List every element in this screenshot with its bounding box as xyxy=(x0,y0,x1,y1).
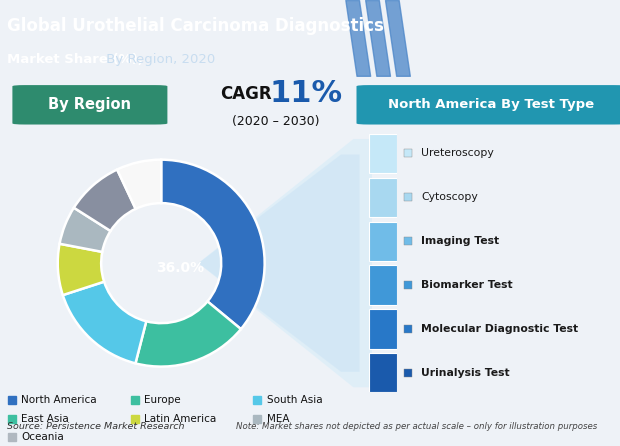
Text: Molecular Diagnostic Test: Molecular Diagnostic Test xyxy=(422,324,578,334)
FancyBboxPatch shape xyxy=(356,85,620,124)
Text: Urinalysis Test: Urinalysis Test xyxy=(422,368,510,378)
Polygon shape xyxy=(198,139,372,387)
Text: MEA: MEA xyxy=(267,414,289,424)
Text: By Region, 2020: By Region, 2020 xyxy=(102,53,216,66)
Text: 11%: 11% xyxy=(270,78,343,108)
Text: Market Share (%),: Market Share (%), xyxy=(7,53,143,66)
Text: Imaging Test: Imaging Test xyxy=(422,236,500,246)
FancyBboxPatch shape xyxy=(369,353,397,392)
Wedge shape xyxy=(117,160,161,209)
Text: East Asia: East Asia xyxy=(21,414,69,424)
Text: Oceania: Oceania xyxy=(21,432,64,442)
Text: Source: Persistence Market Research: Source: Persistence Market Research xyxy=(7,422,185,431)
Text: Global Urothelial Carcinoma Diagnostics: Global Urothelial Carcinoma Diagnostics xyxy=(7,17,384,35)
Text: CAGR: CAGR xyxy=(220,85,272,103)
Text: Note: Market shares not depicted as per actual scale – only for illustration pur: Note: Market shares not depicted as per … xyxy=(236,422,597,431)
Wedge shape xyxy=(135,301,241,367)
Wedge shape xyxy=(161,160,265,329)
FancyBboxPatch shape xyxy=(369,134,397,173)
FancyBboxPatch shape xyxy=(369,178,397,217)
Text: South Asia: South Asia xyxy=(267,395,322,405)
Text: Cytoscopy: Cytoscopy xyxy=(422,192,478,202)
Wedge shape xyxy=(58,244,104,295)
Wedge shape xyxy=(74,169,136,231)
Wedge shape xyxy=(63,282,146,363)
Text: Latin America: Latin America xyxy=(144,414,216,424)
FancyBboxPatch shape xyxy=(369,222,397,261)
FancyBboxPatch shape xyxy=(369,310,397,349)
Polygon shape xyxy=(198,154,360,372)
Text: North America By Test Type: North America By Test Type xyxy=(388,98,594,112)
Text: (2020 – 2030): (2020 – 2030) xyxy=(232,115,320,128)
FancyBboxPatch shape xyxy=(369,265,397,305)
Wedge shape xyxy=(60,208,110,252)
Text: Ureteroscopy: Ureteroscopy xyxy=(422,149,494,158)
Text: By Region: By Region xyxy=(48,97,131,112)
FancyBboxPatch shape xyxy=(12,85,167,124)
Text: Biomarker Test: Biomarker Test xyxy=(422,280,513,290)
Text: North America: North America xyxy=(21,395,97,405)
Text: Europe: Europe xyxy=(144,395,180,405)
Text: 36.0%: 36.0% xyxy=(156,261,204,275)
